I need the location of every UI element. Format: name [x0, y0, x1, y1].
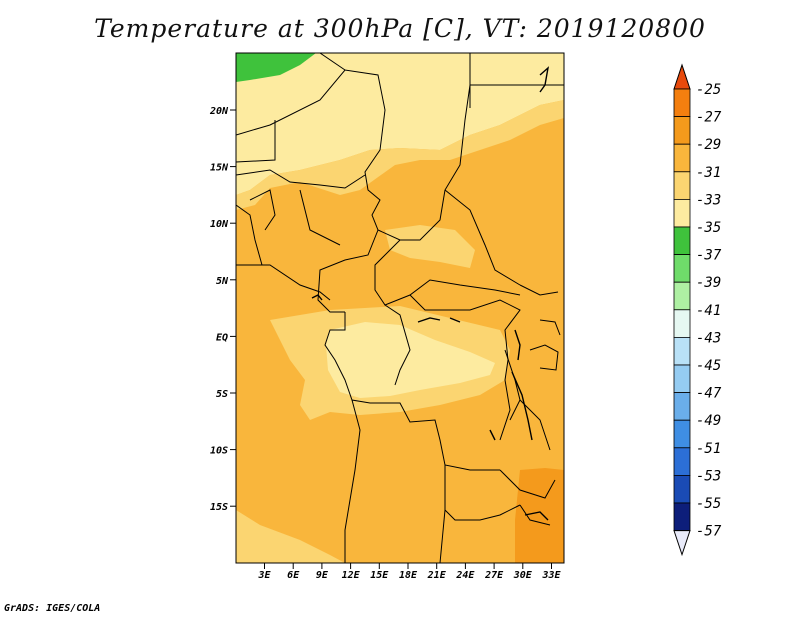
colorbar-label: -41 [696, 303, 721, 319]
country-borders [236, 53, 564, 563]
lat-tick-label: 10S [210, 446, 228, 457]
colorbar-segment [673, 419, 691, 449]
grads-credit: GrADS: IGES/COLA [4, 603, 101, 614]
colorbar-label: -37 [696, 248, 722, 264]
lat-tick-label: 5N [216, 276, 229, 287]
longitude-axis: 3E 6E 9E 12E 15E 18E 21E 24E 27E 30E 33E [257, 563, 562, 581]
colorbar-label: -25 [696, 82, 721, 98]
colorbar-label: -53 [696, 468, 721, 484]
colorbar-segment [673, 281, 691, 311]
colorbar-segment [673, 502, 691, 532]
colorbar-segment [673, 364, 691, 394]
lat-tick-label: 15S [210, 502, 228, 513]
colorbar-segment [673, 143, 691, 173]
lon-tick-label: 18E [399, 570, 418, 581]
temperature-map [236, 53, 564, 563]
lon-tick-label: 6E [287, 570, 300, 581]
colorbar-segment [673, 447, 691, 476]
colorbar-label: -33 [696, 192, 721, 208]
lon-tick-label: 33E [541, 570, 561, 581]
field-33-35-north [236, 53, 564, 195]
lat-tick-label: EQ [216, 332, 228, 343]
colorbar-bottom-arrow [673, 530, 691, 557]
colorbar-label: -31 [696, 165, 721, 181]
colorbar-label: -27 [696, 110, 722, 126]
colorbar-segment [673, 198, 691, 228]
field-33-35-center-b [326, 322, 495, 398]
lon-tick-label: 24E [455, 570, 475, 581]
lon-tick-label: 9E [316, 570, 329, 581]
field-31-33-north [236, 100, 564, 210]
colorbar-segment [673, 336, 691, 366]
field-27-29-south [515, 468, 564, 563]
field-31-33-sw [236, 510, 345, 563]
colorbar-segment [673, 309, 691, 338]
colorbar: -25 -27 -29 -31 -33 -35 -37 -39 -41 -43 -45 -47 -49 -… [673, 63, 722, 557]
colorbar-label: -39 [696, 275, 721, 291]
colorbar-label: -55 [696, 496, 721, 512]
colorbar-label: -45 [696, 358, 721, 374]
lon-tick-label: 3E [257, 570, 271, 581]
lakes [311, 66, 550, 521]
colorbar-top-arrow [673, 63, 691, 90]
colorbar-label: -35 [696, 220, 721, 236]
colorbar-segment [673, 116, 691, 145]
lat-tick-label: 15N [210, 163, 229, 174]
colorbar-label: -49 [696, 413, 721, 429]
field-35-37 [236, 53, 316, 82]
colorbar-segment [673, 171, 691, 200]
colorbar-label: -43 [696, 330, 721, 346]
lon-tick-label: 21E [427, 570, 447, 581]
latitude-axis: 20N 15N 10N 5N EQ 5S 10S 15S [209, 106, 236, 513]
colorbar-label: -47 [696, 386, 722, 402]
lon-tick-label: 12E [342, 570, 361, 581]
lat-tick-label: 10N [210, 219, 229, 230]
lat-tick-label: 20N [209, 106, 229, 117]
colorbar-segment [673, 474, 691, 504]
lat-tick-label: 5S [216, 389, 228, 400]
field-31-33-car [385, 225, 475, 268]
colorbar-segment [673, 254, 691, 283]
chart-title: Temperature at 300hPa [C], VT: 201912080… [94, 14, 706, 43]
lon-tick-label: 15E [370, 570, 389, 581]
lon-tick-label: 30E [513, 570, 533, 581]
colorbar-label: -29 [696, 137, 721, 153]
map-frame [235, 52, 565, 564]
lon-tick-label: 27E [484, 570, 504, 581]
colorbar-label: -57 [696, 524, 722, 540]
colorbar-segment [673, 392, 691, 421]
colorbar-label: -51 [696, 441, 721, 457]
colorbar-segment [673, 226, 691, 256]
colorbar-segment [673, 88, 691, 118]
